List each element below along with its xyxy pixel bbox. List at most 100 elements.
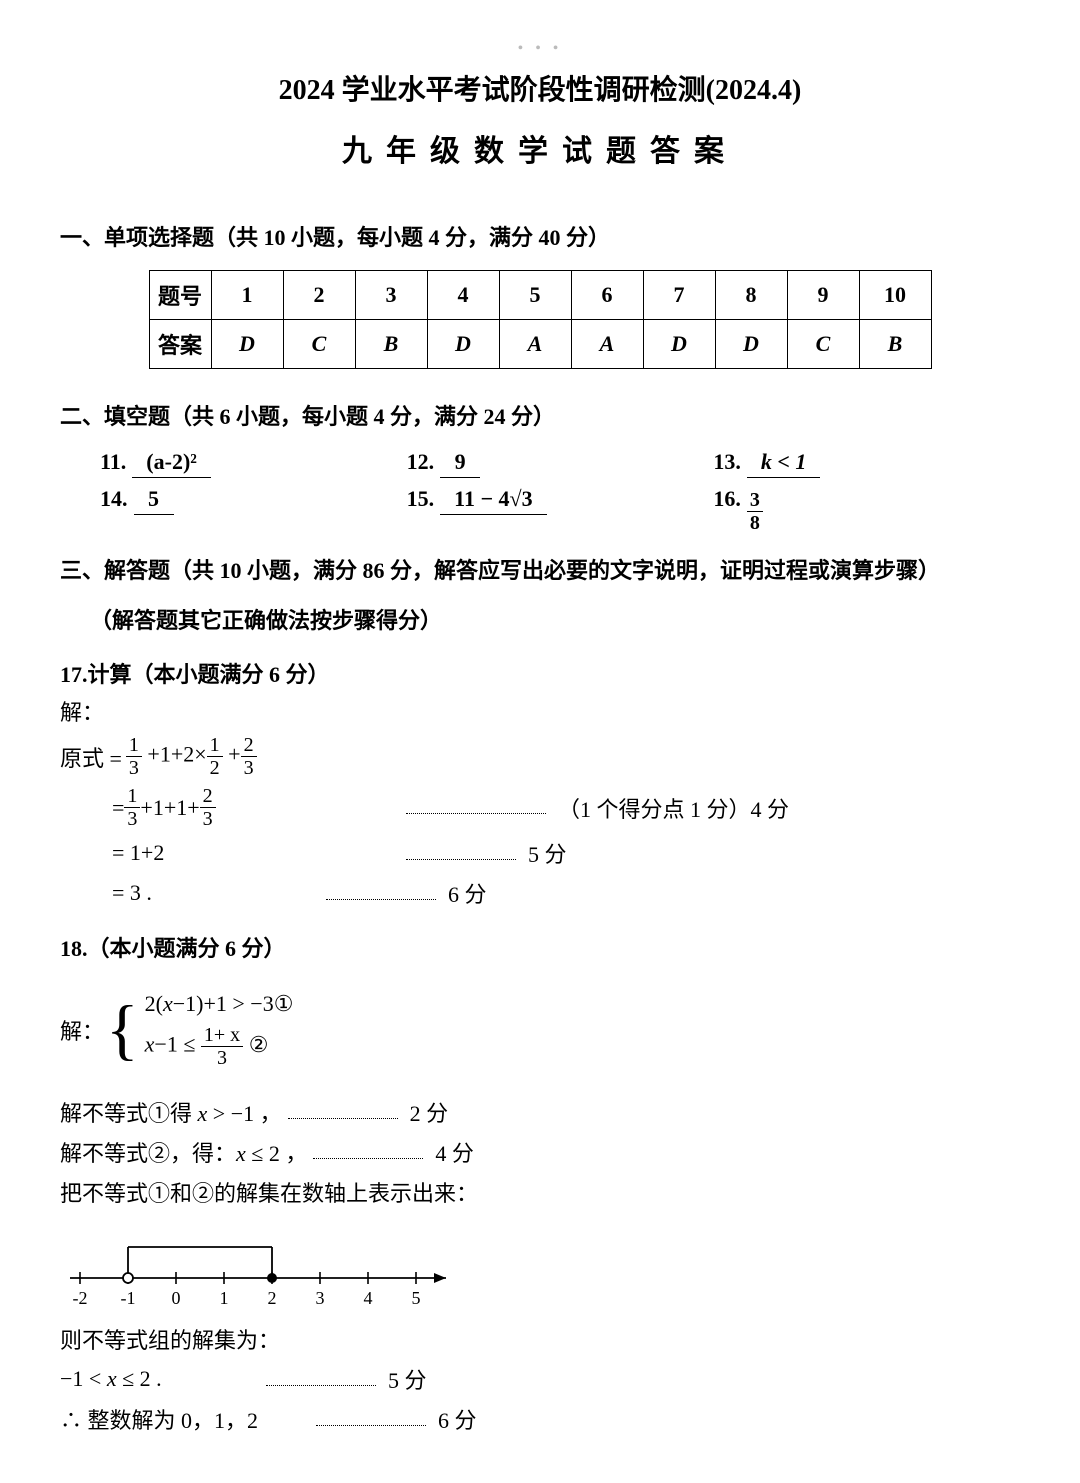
col-num: 3 <box>355 271 427 320</box>
col-num: 1 <box>211 271 283 320</box>
score-note: 4 分 <box>435 1136 474 1168</box>
fraction-den: 8 <box>747 512 763 533</box>
answer-cell: D <box>427 320 499 369</box>
col-num: 4 <box>427 271 499 320</box>
section-3-heading: 三、解答题（共 10 小题，满分 86 分，解答应写出必要的文字说明，证明过程或… <box>60 553 1020 585</box>
col-num: 9 <box>787 271 859 320</box>
t: 解不等式①得 x > −1 ， <box>60 1096 282 1128</box>
q17-equations: 原式 = 13 +1+2×12 +23 = 13 +1+1+23 （1 个得分点… <box>60 735 1020 909</box>
answer-cell: D <box>211 320 283 369</box>
dotted-leader <box>406 859 516 860</box>
answer-cell: C <box>787 320 859 369</box>
score-note: 6 分 <box>448 877 487 909</box>
col-num: 8 <box>715 271 787 320</box>
fill-number: 16. <box>713 486 741 512</box>
score-note: 5 分 <box>528 837 567 869</box>
fill-item-15: 15. 11 − 4√3 <box>407 486 714 533</box>
eq-expr: = 3 . <box>60 880 320 906</box>
answer-cell: D <box>715 320 787 369</box>
q18-jie: 解： <box>60 1014 104 1046</box>
t: −1 < x ≤ 2 . <box>60 1366 260 1392</box>
t: x <box>198 1101 208 1126</box>
fill-item-13: 13. k < 1 <box>713 449 1020 478</box>
q18-step-3: 把不等式①和②的解集在数轴上表示出来： <box>60 1176 1020 1208</box>
fill-answer-fraction: 3 8 <box>747 490 763 533</box>
title-line-2: 九年级数学试题答案 <box>60 126 1020 170</box>
dotted-leader <box>313 1158 423 1159</box>
fill-number: 15. <box>407 486 435 512</box>
t: −1 ≤ <box>154 1032 200 1057</box>
score-note: 2 分 <box>410 1096 449 1128</box>
q18-step-1: 解不等式①得 x > −1 ， 2 分 <box>60 1096 1020 1128</box>
fraction-num: 3 <box>747 490 763 512</box>
fraction-den: 3 <box>201 1047 243 1068</box>
table-row: 答案 D C B D A A D D C B <box>149 320 931 369</box>
col-num: 2 <box>283 271 355 320</box>
t: −1 < <box>60 1366 107 1391</box>
number-line: -2-1012345 <box>60 1233 480 1313</box>
dotted-leader <box>288 1118 398 1119</box>
system-line-1: 2(x−1)+1 > −3① <box>145 991 294 1017</box>
col-num: 10 <box>859 271 931 320</box>
eq-expr: = 1+2 <box>60 840 400 866</box>
eq-expr: = 13 +1+1+23 <box>60 786 400 829</box>
number-line-svg: -2-1012345 <box>60 1233 480 1313</box>
section-2-heading: 二、填空题（共 6 小题，每小题 4 分，满分 24 分） <box>60 399 1020 431</box>
fill-answer: 11 − 4√3 <box>440 486 546 515</box>
answer-cell: B <box>355 320 427 369</box>
svg-text:1: 1 <box>220 1288 229 1308</box>
eq-line: 原式 = 13 +1+2×12 +23 <box>60 735 1020 778</box>
circled-2: ② <box>249 1032 269 1058</box>
fill-answer: 5 <box>134 486 174 515</box>
fill-row: 11. (a-2)² 12. 9 13. k < 1 <box>100 449 1020 478</box>
eq-line: = 1+2 5 分 <box>60 837 1020 869</box>
svg-text:-1: -1 <box>121 1288 136 1308</box>
eq-prefix: 原式 = <box>60 741 122 773</box>
q17-jie: 解： <box>60 695 1020 727</box>
fill-answer: (a-2)² <box>132 449 211 478</box>
svg-text:0: 0 <box>172 1288 181 1308</box>
system-line-2: x−1 ≤ 1+ x 3 ② <box>145 1025 294 1068</box>
t: 解不等式②，得：x ≤ 2 ， <box>60 1136 307 1168</box>
t: −1)+1 > −3 <box>173 991 274 1016</box>
system-lines: 2(x−1)+1 > −3① x−1 ≤ 1+ x 3 ② <box>145 983 294 1076</box>
fill-number: 12. <box>407 449 435 475</box>
dotted-leader <box>266 1385 376 1386</box>
answer-cell: C <box>283 320 355 369</box>
col-num: 5 <box>499 271 571 320</box>
q18-system: 解： { 2(x−1)+1 > −3① x−1 ≤ 1+ x 3 ② <box>60 983 1020 1076</box>
circled-1: ① <box>274 991 294 1017</box>
t: x <box>163 991 173 1016</box>
fill-item-14: 14. 5 <box>100 486 407 533</box>
fill-item-16: 16. 3 8 <box>713 486 1020 533</box>
svg-text:5: 5 <box>412 1288 421 1308</box>
fill-answer: k < 1 <box>747 449 821 478</box>
svg-text:2: 2 <box>268 1288 277 1308</box>
dotted-leader <box>316 1425 426 1426</box>
t: ≤ 2 . <box>117 1366 162 1391</box>
eq-expr: 13 +1+2×12 +23 <box>126 735 257 778</box>
answer-cell: A <box>499 320 571 369</box>
q17-heading: 17.计算（本小题满分 6 分） <box>60 657 1020 689</box>
q18-step-2: 解不等式②，得：x ≤ 2 ， 4 分 <box>60 1136 1020 1168</box>
t: 解不等式②，得： <box>60 1141 236 1166</box>
section-3-note: （解答题其它正确做法按步骤得分） <box>90 603 1020 635</box>
col-num: 6 <box>571 271 643 320</box>
page-root: • • • 2024 学业水平考试阶段性调研检测(2024.4) 九年级数学试题… <box>0 0 1080 1483</box>
t: ∴ 整数解为 0，1，2 <box>60 1403 310 1435</box>
dotted-leader <box>406 813 546 814</box>
t: > −1 ， <box>207 1101 281 1126</box>
eq-line: = 13 +1+1+23 （1 个得分点 1 分）4 分 <box>60 786 1020 829</box>
t: x <box>107 1366 117 1391</box>
score-note: （1 个得分点 1 分）4 分 <box>558 792 789 824</box>
fraction: 1+ x 3 <box>201 1025 243 1068</box>
t: x <box>236 1141 246 1166</box>
dotted-leader <box>326 899 436 900</box>
col-num: 7 <box>643 271 715 320</box>
eq-line: = 3 . 6 分 <box>60 877 1020 909</box>
fill-number: 13. <box>713 449 741 475</box>
score-note: 5 分 <box>388 1363 427 1395</box>
answer-cell: B <box>859 320 931 369</box>
answer-cell: A <box>571 320 643 369</box>
answer-cell: D <box>643 320 715 369</box>
